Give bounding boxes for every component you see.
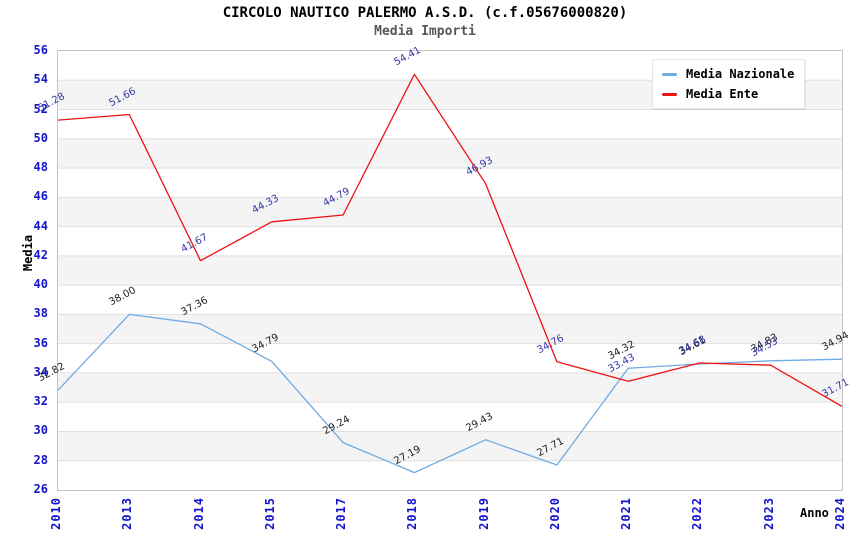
y-tick-label: 56 — [33, 43, 48, 57]
chart-subtitle: Media Importi — [374, 24, 476, 39]
x-tick-label: 2024 — [833, 497, 847, 530]
y-tick-label: 28 — [33, 452, 48, 467]
plot-svg — [58, 73, 842, 474]
y-tick-label: 26 — [33, 482, 48, 496]
x-tick-label: 2013 — [120, 497, 135, 530]
x-tick-label: 2021 — [619, 497, 634, 530]
y-tick-label: 38 — [33, 306, 48, 321]
y-tick-label: 30 — [33, 423, 48, 438]
grid-band — [58, 314, 842, 344]
y-tick-label: 32 — [33, 394, 48, 409]
legend-item: Media Ente — [662, 84, 794, 104]
legend-item: Media Nazionale — [662, 64, 794, 84]
legend: Media Nazionale Media Ente — [652, 59, 806, 109]
y-tick-label: 44 — [33, 218, 48, 233]
grid-band — [58, 255, 842, 286]
plot-area — [57, 50, 843, 491]
legend-label: Media Nazionale — [686, 67, 795, 81]
grid-band — [58, 372, 842, 403]
y-tick-label: 54 — [33, 72, 48, 87]
x-tick-label: 2010 — [49, 497, 63, 530]
y-tick-label: 36 — [33, 335, 48, 350]
legend-label: Media Ente — [686, 87, 759, 101]
y-tick-label: 50 — [33, 130, 48, 145]
chart-title: CIRCOLO NAUTICO PALERMO A.S.D. (c.f.0567… — [222, 5, 628, 21]
legend-line-icon — [662, 92, 677, 96]
x-tick-label: 2018 — [405, 497, 420, 530]
x-tick-label: 2014 — [191, 497, 206, 530]
x-tick-label: 2020 — [547, 497, 562, 530]
y-tick-label: 42 — [33, 247, 48, 262]
y-tick-label: 52 — [33, 101, 48, 116]
legend-line-icon — [662, 72, 677, 76]
x-tick-label: 2019 — [476, 497, 491, 530]
x-tick-label: 2015 — [262, 497, 277, 530]
grid-band — [58, 197, 842, 227]
y-tick-label: 46 — [33, 189, 48, 204]
x-axis-title: Anno — [800, 506, 829, 520]
x-tick-label: 2017 — [334, 497, 349, 530]
series-line-1 — [58, 73, 842, 407]
y-tick-label: 40 — [33, 277, 48, 292]
y-tick-label: 48 — [33, 160, 48, 175]
y-tick-label: 34 — [33, 364, 48, 379]
x-tick-label: 2023 — [761, 497, 776, 530]
x-tick-label: 2022 — [690, 497, 705, 530]
grid-band — [58, 138, 842, 169]
